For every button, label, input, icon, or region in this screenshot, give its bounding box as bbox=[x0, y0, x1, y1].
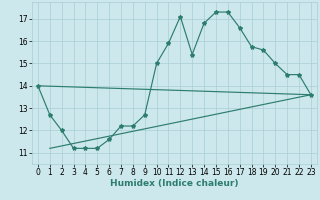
X-axis label: Humidex (Indice chaleur): Humidex (Indice chaleur) bbox=[110, 179, 239, 188]
